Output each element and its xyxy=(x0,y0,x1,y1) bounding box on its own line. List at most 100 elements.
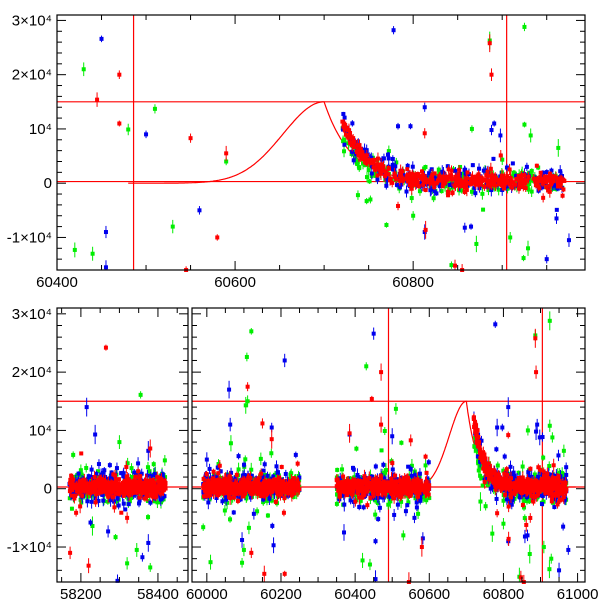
blue-data-point xyxy=(107,463,112,468)
green-data-point xyxy=(151,462,156,467)
red-data-point xyxy=(560,193,565,198)
green-data-point xyxy=(495,463,500,468)
blue-data-point xyxy=(522,492,527,497)
green-data-point xyxy=(386,502,391,507)
green-data-point xyxy=(375,500,380,505)
blue-data-point xyxy=(76,471,81,476)
blue-data-point xyxy=(512,473,517,478)
green-data-point xyxy=(342,137,347,142)
blue-data-point xyxy=(518,494,523,499)
green-data-point xyxy=(511,170,516,175)
green-data-point xyxy=(508,235,513,240)
blue-data-point xyxy=(544,257,549,262)
red-data-point xyxy=(224,151,229,156)
red-data-point xyxy=(409,186,414,191)
green-data-point xyxy=(228,517,233,522)
red-data-point xyxy=(351,142,356,147)
red-data-point xyxy=(456,172,461,177)
blue-data-point xyxy=(375,177,380,182)
green-data-point xyxy=(472,444,477,449)
red-data-point xyxy=(454,179,459,184)
green-data-point xyxy=(528,133,533,138)
blue-data-point xyxy=(342,115,347,120)
red-data-point xyxy=(410,171,415,176)
blue-data-point xyxy=(414,500,419,505)
green-data-point xyxy=(155,500,160,505)
red-data-point xyxy=(359,155,364,160)
blue-data-point xyxy=(348,498,353,503)
blue-data-point xyxy=(552,505,557,510)
red-data-point xyxy=(373,167,378,172)
red-data-point xyxy=(364,153,369,158)
red-data-point xyxy=(446,189,451,194)
blue-data-point xyxy=(267,496,272,501)
blue-data-point xyxy=(385,152,390,157)
red-data-point xyxy=(441,179,446,184)
red-data-point xyxy=(215,235,220,240)
red-data-point xyxy=(480,178,485,183)
red-data-point xyxy=(421,174,426,179)
red-data-point xyxy=(440,184,445,189)
blue-data-point xyxy=(566,238,571,243)
green-data-point xyxy=(500,157,505,162)
red-data-point xyxy=(374,162,379,167)
red-data-point xyxy=(430,173,435,178)
blue-data-point xyxy=(472,185,477,190)
green-data-point xyxy=(360,558,365,563)
red-data-point xyxy=(483,177,488,182)
red-data-point xyxy=(381,169,386,174)
blue-data-point xyxy=(395,502,400,507)
green-data-point xyxy=(342,149,347,154)
red-data-point xyxy=(526,176,531,181)
green-data-point xyxy=(399,499,404,504)
blue-data-point xyxy=(504,165,509,170)
green-data-point xyxy=(417,189,422,194)
red-data-point xyxy=(508,175,513,180)
plot-frame xyxy=(56,14,586,271)
green-data-point xyxy=(255,509,260,514)
red-data-point xyxy=(405,167,410,172)
red-data-point xyxy=(348,130,353,135)
red-data-point xyxy=(545,177,550,182)
red-data-point xyxy=(443,175,448,180)
blue-data-point xyxy=(511,470,516,475)
red-data-point xyxy=(434,181,439,186)
green-data-point xyxy=(406,500,411,505)
blue-data-point xyxy=(160,472,165,477)
blue-data-point xyxy=(564,465,569,470)
blue-data-point xyxy=(417,471,422,476)
green-data-point xyxy=(367,562,372,567)
red-data-point xyxy=(378,171,383,176)
red-data-point xyxy=(488,166,493,171)
green-data-point xyxy=(459,188,464,193)
green-data-point xyxy=(146,515,151,520)
green-data-point xyxy=(228,441,233,446)
red-data-point xyxy=(514,176,519,181)
green-data-point xyxy=(561,448,566,453)
green-data-point xyxy=(222,508,227,513)
blue-data-point xyxy=(271,474,276,479)
blue-data-point xyxy=(405,163,410,168)
blue-data-point xyxy=(85,499,90,504)
blue-data-point xyxy=(94,471,99,476)
blue-data-point xyxy=(524,164,529,169)
green-data-point xyxy=(526,246,531,251)
blue-data-point xyxy=(341,111,346,116)
blue-data-point xyxy=(399,182,404,187)
blue-data-point xyxy=(148,474,153,479)
green-data-point xyxy=(461,174,466,179)
red-data-point xyxy=(432,171,437,176)
blue-data-point xyxy=(385,177,390,182)
red-data-point xyxy=(537,179,542,184)
green-data-point xyxy=(505,186,510,191)
green-data-point xyxy=(516,493,521,498)
green-data-point xyxy=(483,504,488,509)
blue-data-point xyxy=(123,507,128,512)
red-data-point xyxy=(538,170,543,175)
blue-data-point xyxy=(418,498,423,503)
red-data-point xyxy=(453,175,458,180)
green-data-point xyxy=(383,470,388,475)
blue-data-point xyxy=(504,497,509,502)
blue-data-point xyxy=(96,462,101,467)
green-data-point xyxy=(113,535,118,540)
